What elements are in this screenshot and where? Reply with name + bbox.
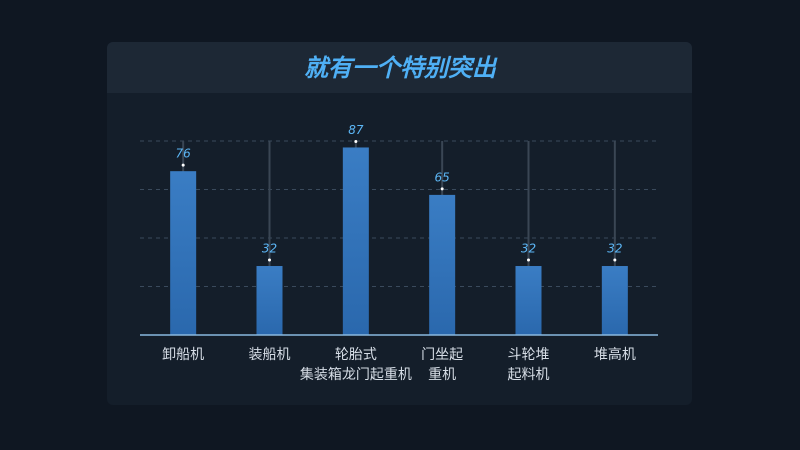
bar (429, 194, 456, 335)
value-label: 32 (521, 242, 536, 256)
value-label: 32 (262, 242, 277, 256)
bar (170, 171, 197, 335)
value-dot (268, 258, 271, 262)
value-dot (613, 258, 617, 262)
value-dot (527, 258, 530, 262)
value-dot (354, 139, 358, 143)
x-tick-label: 装船机 (248, 347, 291, 363)
value-label: 65 (435, 170, 450, 184)
value-dot (440, 187, 444, 191)
bar (342, 147, 369, 335)
x-tick-label: 斗轮堆 起料机 (507, 347, 550, 383)
x-tick-label: 门坐起 重机 (421, 347, 464, 383)
x-tick-label: 卸船机 (162, 347, 205, 363)
card-header (107, 42, 692, 93)
bar (601, 266, 628, 335)
value-label: 32 (607, 242, 622, 256)
chart-title: 就有一个特别突出 (304, 54, 498, 82)
bar (515, 266, 542, 335)
value-label: 87 (348, 123, 364, 137)
x-tick-label: 堆高机 (593, 347, 636, 363)
value-dot (181, 163, 185, 167)
card (107, 42, 692, 405)
x-tick-label: 轮胎式 集装箱龙门起重机 (299, 347, 412, 383)
value-label: 76 (176, 147, 192, 161)
bar (256, 266, 283, 335)
